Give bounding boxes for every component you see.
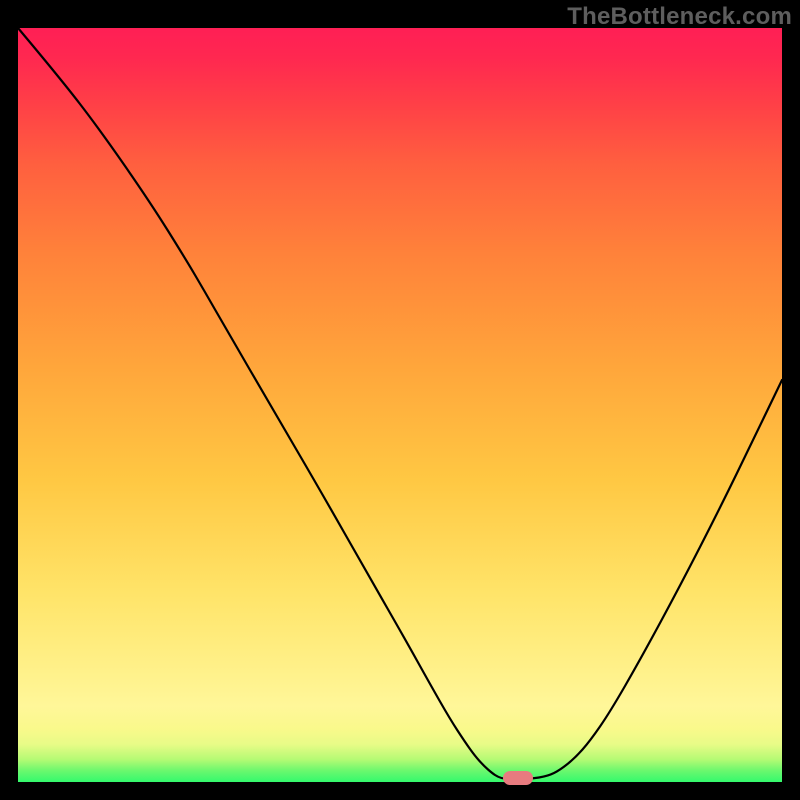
watermark-text: TheBottleneck.com <box>567 3 792 31</box>
plot-gradient-area <box>18 28 782 782</box>
chart-canvas: TheBottleneck.com <box>0 0 800 800</box>
optimal-point-marker <box>503 771 533 785</box>
